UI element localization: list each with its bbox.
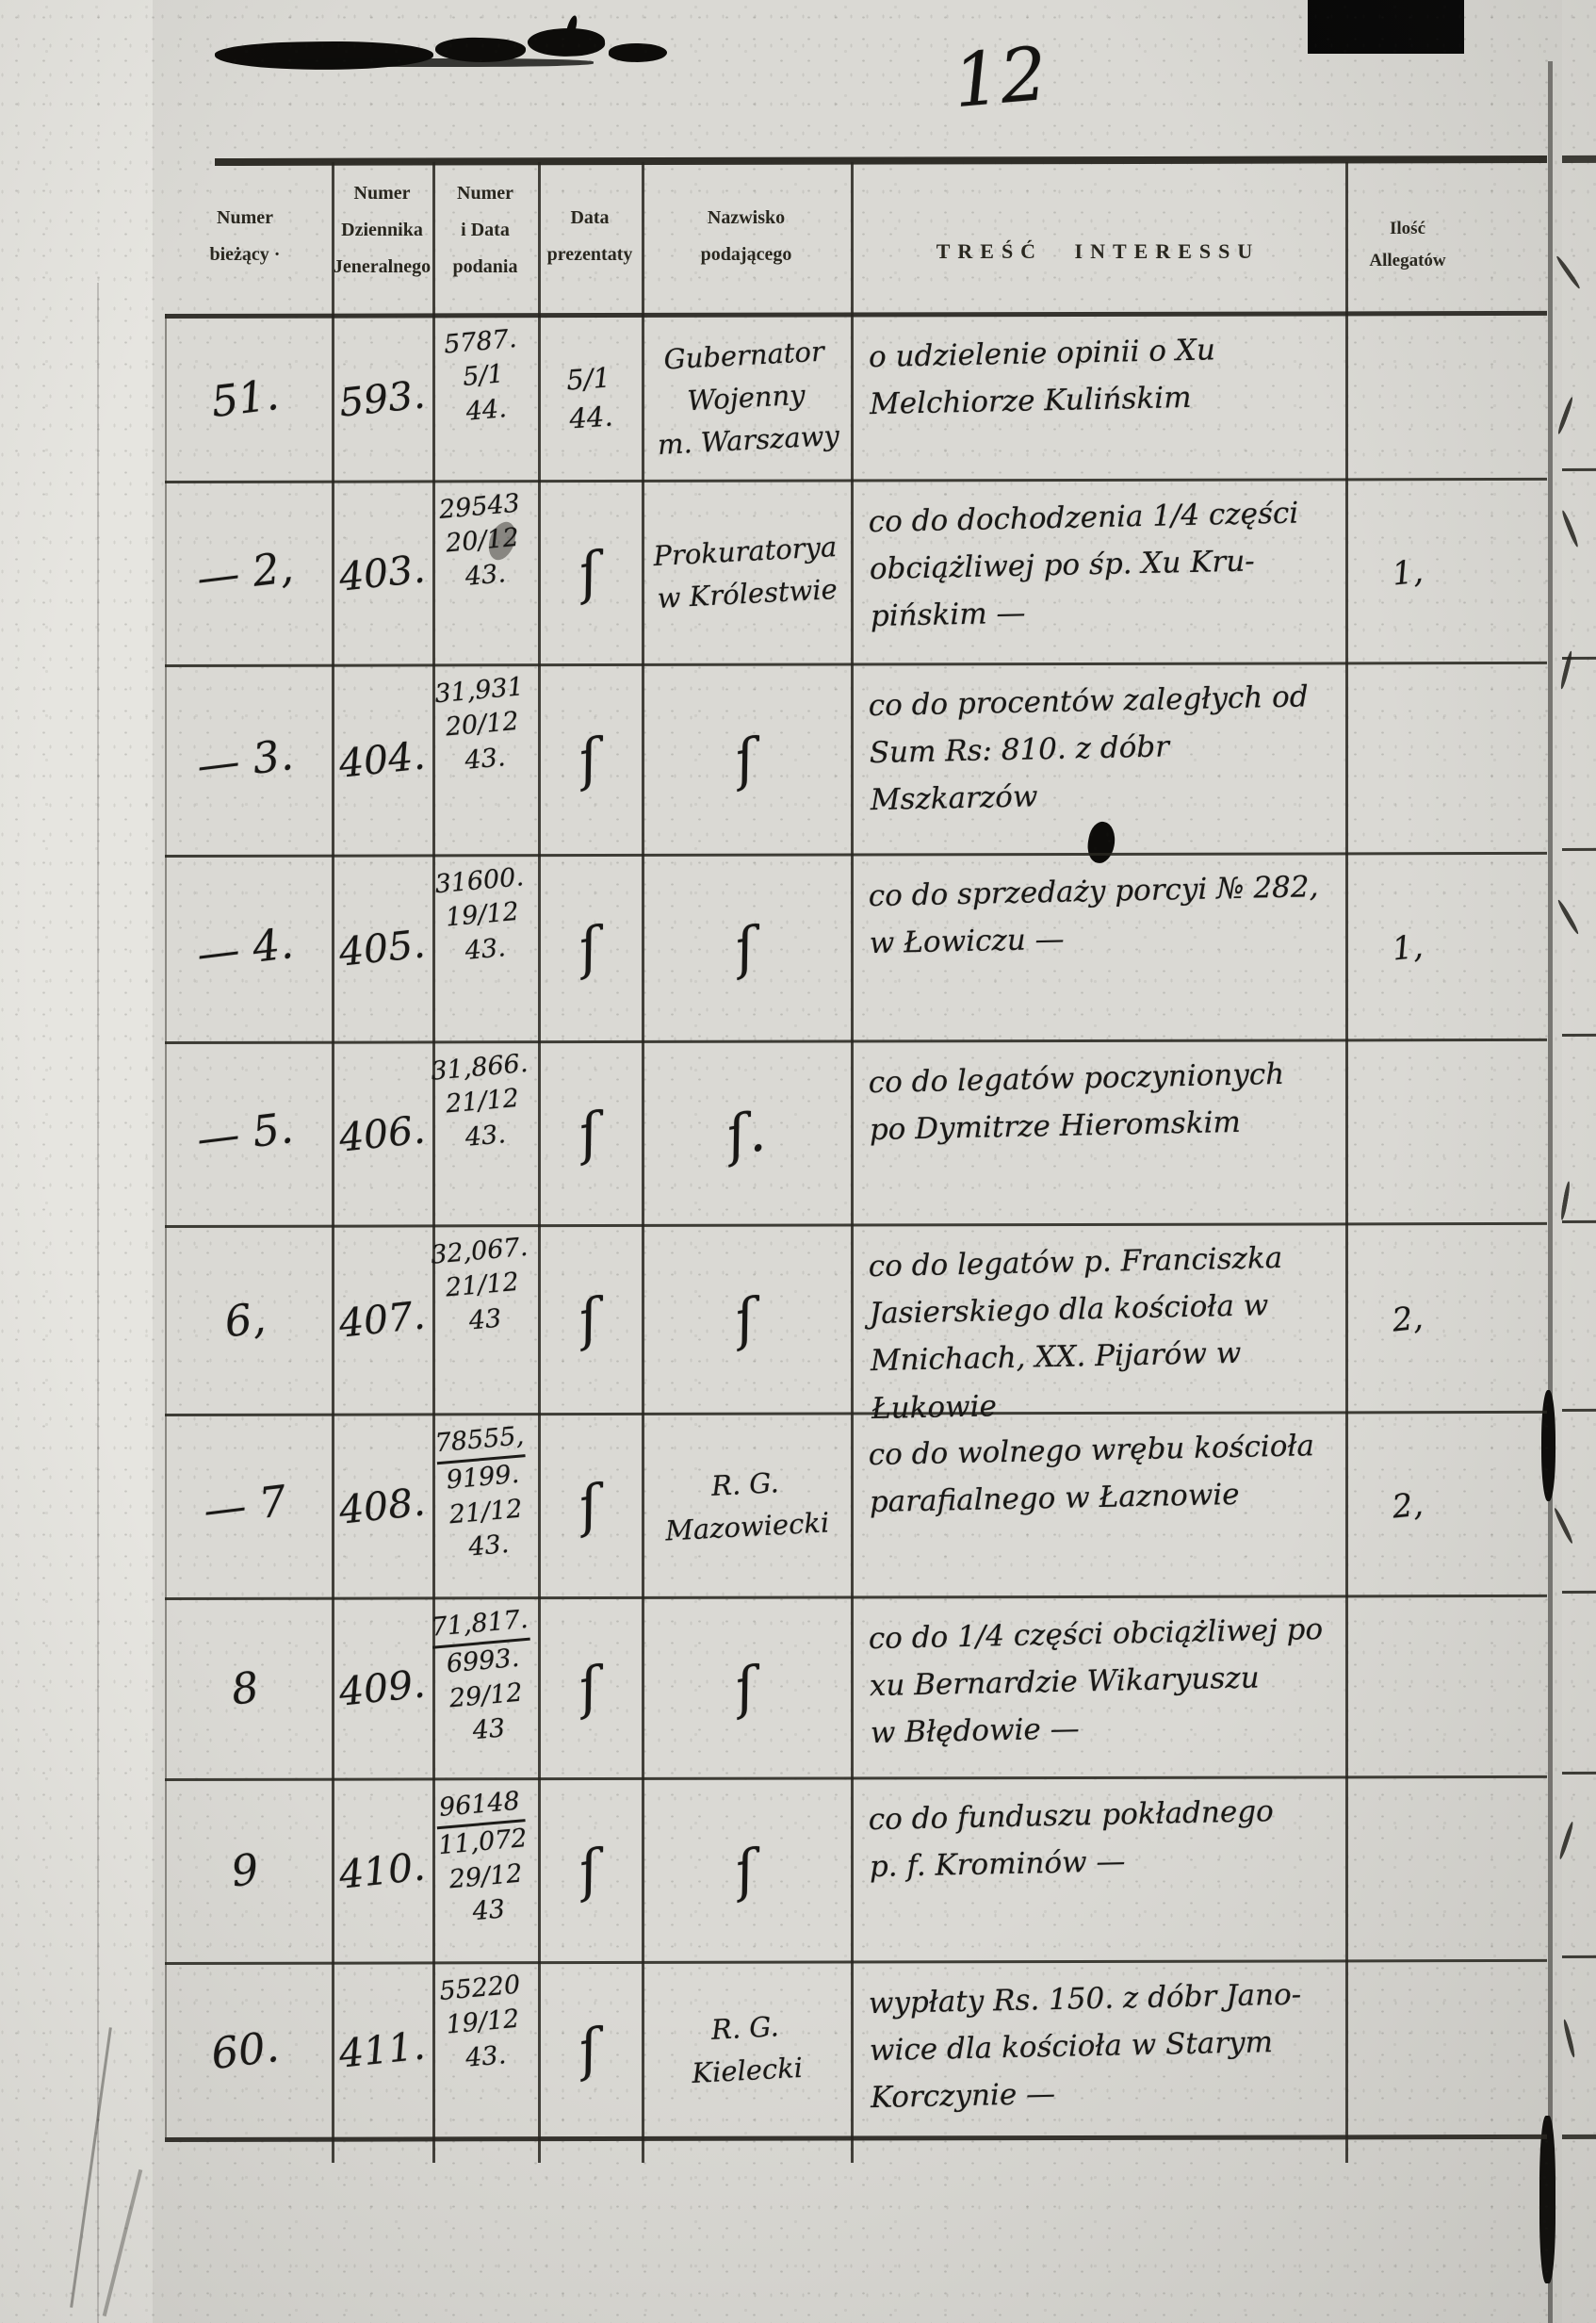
cell-numer-dziennika: 411. (336, 2022, 428, 2077)
cell-numer-biezacy: 60. (208, 2020, 282, 2079)
cell-ilosc-allegatow (1336, 1592, 1478, 1785)
adjacent-page-row-rule (1561, 1955, 1596, 1958)
table-row: 60. 411. 55220 19/12 43. ſ R. G. Kieleck… (0, 1962, 1596, 2137)
cell-numer-biezacy: 9 (228, 1843, 262, 1897)
cell-numer-dziennika: 407. (336, 1292, 428, 1347)
cell-tresc-interessu: co do wolnego wrębu kościoła parafialneg… (868, 1429, 1315, 1520)
col-header-ilosc-allegatow: Ilość Allegatów (1369, 219, 1446, 271)
cell-tresc-interessu: co do dochodzenia 1/4 części obciążliwej… (868, 496, 1299, 634)
cell-ilosc-allegatow (1336, 1773, 1479, 1969)
cell-nazwisko-ditto: ſ (729, 1837, 761, 1904)
page-left-margin (0, 0, 153, 2323)
cell-numer-biezacy: 51. (208, 368, 282, 428)
cell-ilosc-allegatow: 1, (1390, 927, 1425, 969)
col-header-data-prezentaty: Data prezentaty (546, 207, 633, 265)
table-row: 9 410. 96148 11,072 29/12 43 ſ ſ co do fu… (0, 1778, 1596, 1962)
cell-tresc-interessu: co do sprzedaży porcyi № 282, w Łowiczu … (868, 870, 1319, 961)
adjacent-page-row-rule (1561, 155, 1596, 163)
cell-numer-biezacy: 8 (228, 1660, 262, 1715)
cell-ilosc-allegatow (1336, 1036, 1479, 1232)
cell-ilosc-allegatow: 1, (1390, 551, 1425, 594)
table-row: — 3. 404. 31,931 20/12 43. ſ ſ co do pro… (0, 664, 1596, 855)
cell-ilosc-allegatow (1336, 659, 1479, 861)
cell-numer-dziennika: 409. (336, 1660, 428, 1715)
cell-tresc-interessu: o udzielenie opinii o Xu Melchiorze Kuli… (868, 333, 1216, 422)
adjacent-page-row-rule (1561, 1408, 1596, 1412)
cell-nazwisko-ditto: ſ (729, 1285, 761, 1353)
cell-numer-biezacy: — 7 (201, 1475, 289, 1536)
cell-numer-dziennika: 403. (336, 545, 428, 600)
page-number: 12 (950, 31, 1050, 125)
adjacent-page-row-rule (1561, 1219, 1596, 1223)
cell-numer-dziennika: 405. (336, 921, 428, 975)
cell-numer-biezacy: 6, (221, 1292, 269, 1347)
adjacent-page-row-rule (1561, 847, 1596, 851)
adjacent-page-row-rule (1561, 1033, 1596, 1037)
column-rule (642, 162, 644, 2163)
table-row: — 2, 403. 29543 20/12 43. ſ Prokuratorya… (0, 481, 1596, 664)
cell-tresc-interessu: co do procentów zaległych od Sum Rs: 810… (868, 679, 1309, 818)
cell-data-prezentaty: 5/1 44. (565, 361, 614, 435)
adjacent-page-row-rule (1561, 1590, 1596, 1594)
column-rule (432, 162, 435, 2163)
col-header-numer-biezacy: Numer bieżący · (209, 207, 281, 265)
scan-black-strip (1308, 0, 1464, 54)
column-rule (332, 162, 334, 2163)
page-crease (97, 283, 99, 2323)
cell-nazwisko-podajacego: R. G. Kielecki (691, 2010, 804, 2090)
cell-ilosc-allegatow: 2, (1390, 1484, 1425, 1527)
adjacent-page-row-rule (1561, 2134, 1596, 2139)
cell-numer-biezacy: — 5. (194, 1102, 296, 1165)
column-rule (165, 314, 167, 2137)
table-row: — 5. 406. 31,866. 21/12 43. ſ ſ. co do l… (0, 1041, 1596, 1225)
table-row: — 7 408. 78555, 9199. 21/12 43. ſ R. G. M… (0, 1414, 1596, 1597)
column-rule (538, 162, 541, 2163)
column-rule (851, 162, 854, 2163)
cell-numer-dziennika: 593. (336, 370, 428, 426)
cell-ilosc-allegatow: 2, (1390, 1299, 1425, 1340)
cell-numer-biezacy: — 4. (194, 917, 296, 979)
col-header-numer-data-podania: Numer i Data podania (452, 183, 518, 277)
ink-smear (283, 58, 594, 67)
column-rule (1345, 162, 1348, 2163)
cell-tresc-interessu: co do 1/4 części obciążliwej po xu Berna… (868, 1611, 1324, 1751)
col-header-tresc-interessu: TREŚĆ INTERESSU (936, 239, 1261, 263)
page-gutter-shadow (1548, 61, 1553, 2323)
adjacent-page-row-rule (1561, 467, 1596, 471)
adjacent-page-row-rule (1561, 1771, 1596, 1775)
gutter-ink-streak (1541, 1390, 1555, 1501)
col-header-nazwisko-podajacego: Nazwisko podającego (700, 207, 792, 265)
cell-numer-dziennika: 406. (336, 1105, 428, 1161)
gutter-ink-streak (1539, 2116, 1555, 2283)
table-row: 8 409. 71,817. 6993. 29/12 43 ſ ſ co do 1… (0, 1597, 1596, 1778)
col-header-numer-dziennika: Numer Dziennika Jeneralnego (333, 183, 432, 277)
cell-numer-data-podania: 5787. 5/1 44. (442, 323, 518, 427)
cell-numer-biezacy: — 2, (194, 541, 296, 604)
cell-ilosc-allegatow (1337, 310, 1478, 487)
table-row: 51. 593. 5787. 5/1 44. 5/1 44. Gubernato… (0, 316, 1596, 481)
adjacent-page-sliver (1562, 0, 1596, 2323)
cell-numer-dziennika: 404. (336, 732, 428, 787)
cell-nazwisko-podajacego: R. G. Mazowiecki (664, 1465, 830, 1547)
cell-numer-dziennika: 408. (336, 1478, 428, 1533)
cell-nazwisko-podajacego: Prokuratorya w Królestwie (652, 530, 839, 614)
cell-nazwisko-podajacego: Gubernator Wojenny m. Warszawy (657, 335, 840, 461)
cell-numer-dziennika: 410. (336, 1842, 428, 1898)
ink-smear (608, 42, 668, 63)
table-row: — 4. 405. 31600. 19/12 43. ſ ſ co do spr… (0, 855, 1596, 1041)
cell-tresc-interessu: co do legatów p. Franciszka Jasierskiego… (868, 1240, 1283, 1426)
cell-tresc-interessu: co do funduszu pokładnego p. f. Krominów… (868, 1794, 1275, 1885)
cell-tresc-interessu: wypłaty Rs. 150. z dóbr Jano- wice dla k… (868, 1977, 1302, 2116)
cell-ilosc-allegatow (1337, 1956, 1479, 2144)
table-row: 6, 407. 32,067. 21/12 43 ſ ſ co do legat… (0, 1225, 1596, 1426)
cell-numer-biezacy: — 3. (194, 728, 296, 791)
cell-tresc-interessu: co do legatów poczynionych po Dymitrze H… (868, 1056, 1285, 1148)
